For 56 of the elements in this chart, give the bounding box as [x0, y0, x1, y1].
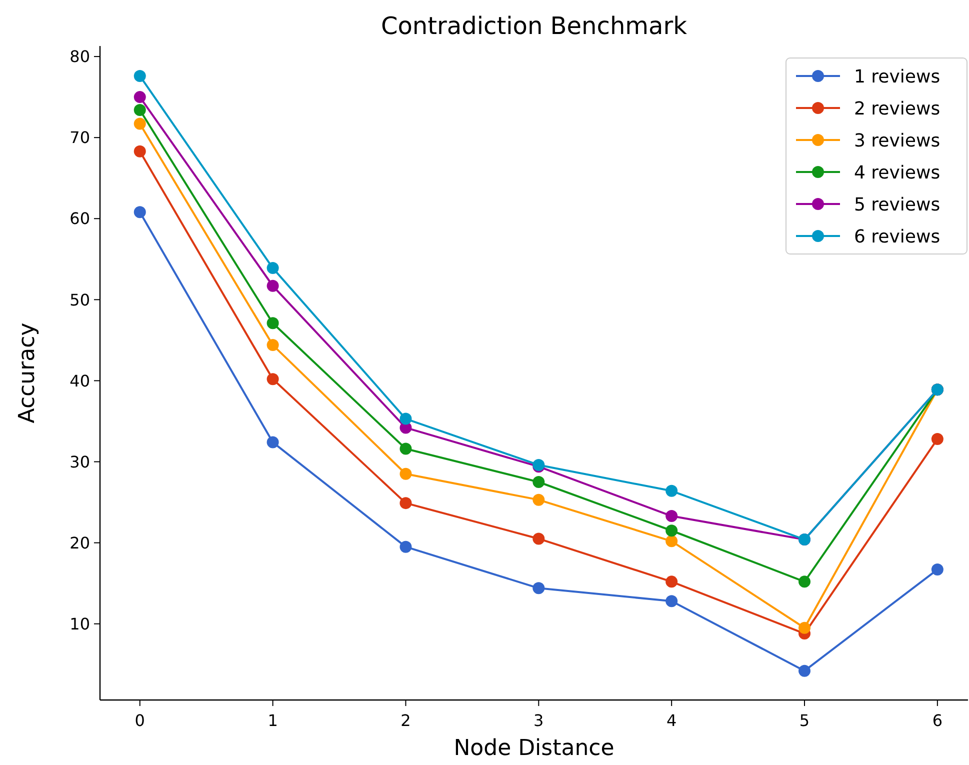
- point: [134, 91, 146, 104]
- point: [931, 433, 944, 446]
- point: [134, 145, 146, 158]
- x-tick-label: 2: [400, 711, 411, 730]
- point: [532, 494, 545, 506]
- point: [134, 70, 146, 82]
- point: [666, 535, 678, 548]
- legend-label: 4 reviews: [854, 162, 940, 184]
- point: [666, 484, 678, 497]
- legend-label: 1 reviews: [854, 66, 940, 88]
- point: [666, 510, 678, 522]
- point: [532, 532, 545, 545]
- point: [400, 540, 412, 553]
- point: [134, 104, 146, 116]
- chart-title: Contradiction Benchmark: [380, 12, 688, 40]
- point: [134, 206, 146, 218]
- y-tick-label: 20: [70, 533, 90, 552]
- point: [666, 595, 678, 608]
- x-tick-label: 6: [932, 711, 943, 730]
- point: [266, 436, 279, 448]
- point: [400, 442, 412, 455]
- x-tick-label: 4: [666, 711, 677, 730]
- point: [532, 476, 545, 488]
- y-tick-label: 60: [70, 209, 90, 228]
- point: [266, 262, 279, 274]
- y-tick-label: 30: [70, 452, 90, 472]
- point: [134, 118, 146, 130]
- point: [400, 497, 412, 510]
- point: [400, 412, 412, 425]
- x-tick-label: 5: [799, 711, 810, 730]
- point: [798, 576, 810, 588]
- point: [266, 339, 279, 352]
- point: [666, 576, 678, 588]
- y-tick-label: 50: [70, 290, 90, 310]
- y-tick-label: 10: [70, 614, 90, 634]
- point: [798, 622, 810, 634]
- y-axis-title: Accuracy: [15, 322, 40, 424]
- point: [532, 582, 545, 594]
- x-axis-title: Node Distance: [454, 736, 614, 761]
- point: [400, 468, 412, 480]
- point: [266, 280, 279, 292]
- x-tick-label: 3: [534, 711, 544, 730]
- x-tick-label: 1: [268, 711, 278, 730]
- y-tick-label: 40: [70, 371, 90, 390]
- point: [266, 317, 279, 330]
- x-tick-label: 0: [134, 711, 145, 730]
- legend-label: 2 reviews: [854, 98, 940, 120]
- point: [266, 373, 279, 386]
- point: [666, 524, 678, 537]
- point: [798, 664, 810, 677]
- legend-label: 6 reviews: [854, 226, 940, 248]
- point: [931, 564, 944, 576]
- legend-label: 3 reviews: [854, 130, 940, 152]
- legend-label: 5 reviews: [854, 194, 940, 216]
- y-tick-label: 70: [70, 128, 90, 148]
- y-tick-label: 80: [70, 47, 90, 66]
